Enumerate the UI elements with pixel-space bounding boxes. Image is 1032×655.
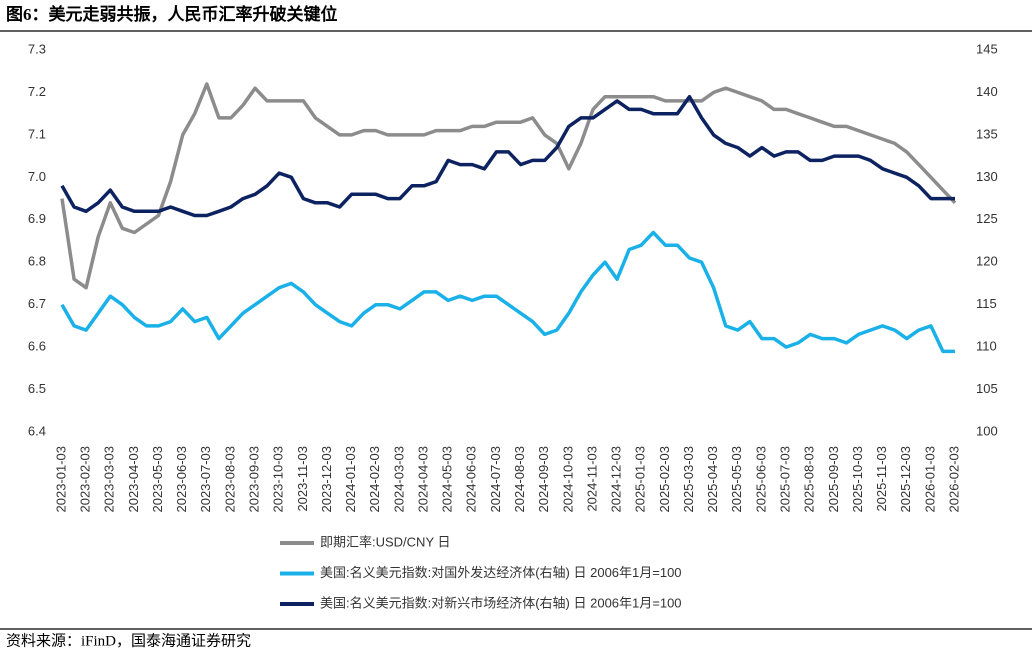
x-tick-label: 2025-01-03 — [633, 446, 648, 513]
y-tick-label: 6.8 — [28, 254, 46, 269]
x-tick-label: 2024-03-03 — [391, 446, 406, 513]
x-tick-label: 2025-04-03 — [705, 446, 720, 513]
x-tick-label: 2023-06-03 — [174, 446, 189, 513]
x-tick-label: 2026-02-03 — [946, 446, 961, 513]
x-tick-label: 2025-12-03 — [898, 446, 913, 513]
x-tick-label: 2023-10-03 — [271, 446, 286, 513]
x-tick-label: 2024-08-03 — [512, 446, 527, 513]
series-line — [60, 94, 955, 218]
x-tick-label: 2023-09-03 — [247, 446, 262, 513]
y2-tick-label: 130 — [976, 169, 998, 184]
y2-tick-label: 110 — [976, 339, 997, 354]
chart-title: 图6：美元走弱共振，人民币汇率升破关键位 — [6, 4, 338, 24]
y2-tick-label: 105 — [976, 381, 998, 396]
x-tick-label: 2023-02-03 — [78, 446, 93, 513]
x-tick-label: 2025-11-03 — [874, 446, 889, 512]
x-tick-label: 2023-11-03 — [295, 446, 310, 512]
x-tick-label: 2024-02-03 — [367, 446, 382, 513]
x-tick-label: 2024-07-03 — [488, 446, 503, 513]
y2-tick-label: 100 — [976, 423, 998, 438]
y-tick-label: 7.1 — [28, 126, 46, 141]
legend-label: 美国:名义美元指数:对新兴市场经济体(右轴) 日 2006年1月=100 — [320, 595, 682, 610]
x-tick-label: 2025-02-03 — [657, 446, 672, 513]
x-tick-label: 2025-10-03 — [850, 446, 865, 513]
x-tick-label: 2023-04-03 — [126, 446, 141, 513]
x-tick-label: 2026-01-03 — [922, 446, 937, 513]
y2-tick-label: 125 — [976, 211, 998, 226]
x-tick-label: 2024-11-03 — [584, 446, 599, 512]
y2-tick-label: 115 — [976, 296, 997, 311]
x-tick-label: 2024-10-03 — [560, 446, 575, 513]
x-tick-label: 2023-12-03 — [319, 446, 334, 513]
x-tick-label: 2024-06-03 — [464, 446, 479, 513]
y-tick-label: 6.9 — [28, 211, 46, 226]
x-tick-label: 2024-01-03 — [343, 446, 358, 513]
y2-tick-label: 145 — [976, 41, 998, 56]
x-tick-label: 2024-12-03 — [609, 446, 624, 513]
x-tick-label: 2025-03-03 — [681, 446, 696, 513]
x-tick-label: 2025-08-03 — [802, 446, 817, 513]
x-tick-label: 2023-08-03 — [222, 446, 237, 513]
x-tick-label: 2023-01-03 — [53, 446, 68, 513]
y-tick-label: 7.3 — [28, 41, 46, 56]
series-line — [60, 230, 955, 354]
legend-label: 美国:名义美元指数:对国外发达经济体(右轴) 日 2006年1月=100 — [320, 565, 682, 580]
x-tick-label: 2023-07-03 — [198, 446, 213, 513]
series-line — [60, 82, 957, 290]
y-tick-label: 6.6 — [28, 339, 46, 354]
y2-tick-label: 120 — [976, 254, 998, 269]
y-tick-label: 6.4 — [28, 423, 46, 438]
x-tick-label: 2025-07-03 — [777, 446, 792, 513]
x-tick-label: 2023-05-03 — [150, 446, 165, 513]
x-tick-label: 2025-06-03 — [753, 446, 768, 513]
legend-label: 即期汇率:USD/CNY 日 — [320, 534, 451, 549]
x-tick-label: 2025-09-03 — [826, 446, 841, 513]
y2-tick-label: 135 — [976, 126, 998, 141]
y-tick-label: 7.2 — [28, 84, 46, 99]
y2-tick-label: 140 — [976, 84, 998, 99]
x-tick-label: 2025-05-03 — [729, 446, 744, 513]
y-tick-label: 6.5 — [28, 381, 46, 396]
x-tick-label: 2024-05-03 — [440, 446, 455, 513]
x-tick-label: 2024-04-03 — [415, 446, 430, 513]
y-tick-label: 7.0 — [28, 169, 46, 184]
x-tick-label: 2023-03-03 — [102, 446, 117, 513]
x-tick-label: 2024-09-03 — [536, 446, 551, 513]
y-tick-label: 6.7 — [28, 296, 46, 311]
source: 资料来源：iFinD，国泰海通证券研究 — [6, 632, 251, 649]
